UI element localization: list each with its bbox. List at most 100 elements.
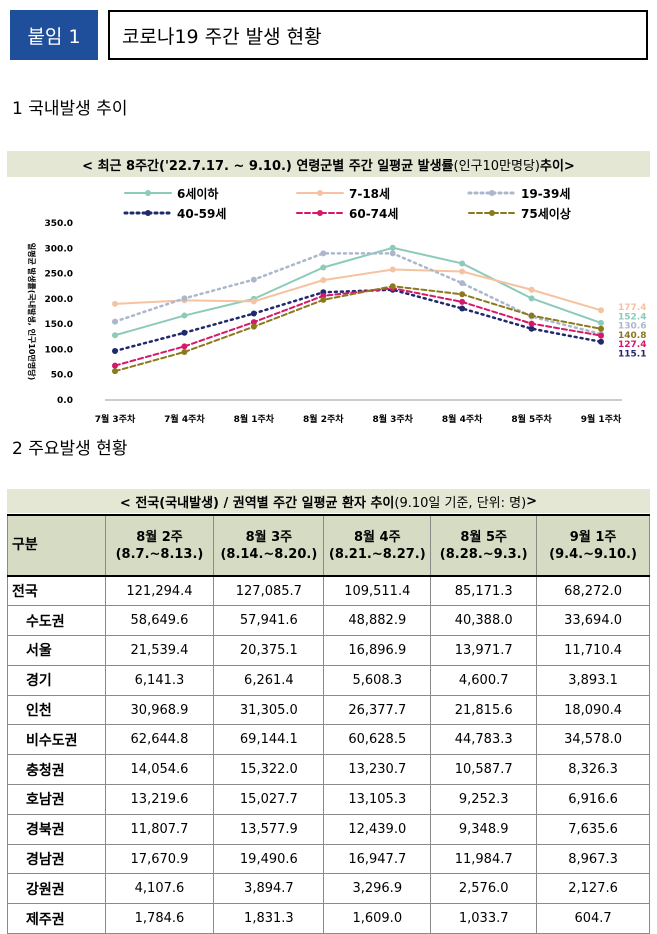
- cell-value: 13,105.3: [323, 784, 432, 815]
- cell-value: 7,635.6: [536, 813, 650, 845]
- y-tick-label: 0.0: [57, 396, 73, 406]
- legend-marker: [489, 190, 495, 196]
- legend-marker: [489, 210, 495, 216]
- y-axis-label: 일평균 발생률(국내발생, 인구10만명당): [27, 243, 37, 380]
- cell-value: 4,107.6: [104, 873, 215, 905]
- region-label: 경기: [7, 664, 106, 696]
- data-point: [320, 250, 327, 257]
- cell-value: 9,252.3: [430, 784, 538, 815]
- data-point: [459, 291, 466, 298]
- cell-value: 121,294.4: [104, 575, 215, 607]
- cell-value: 8,967.3: [536, 843, 650, 875]
- data-point: [112, 347, 118, 354]
- cell-value: 9,348.9: [430, 813, 538, 845]
- header-week-label: 8월 4주: [354, 529, 401, 545]
- table-row: 서울 21,539.4 20,375.1 16,896.9 13,971.7 11,710…: [7, 635, 650, 666]
- x-tick-label: 8월 3주차: [372, 413, 413, 425]
- cell-value: 6,916.6: [536, 784, 650, 815]
- data-point: [181, 312, 188, 319]
- data-point: [528, 320, 535, 327]
- cell-value: 15,027.7: [213, 784, 325, 815]
- data-point: [598, 332, 604, 339]
- data-point: [250, 319, 257, 326]
- cell-value: 1,033.7: [430, 903, 538, 934]
- cell-value: 6,141.3: [104, 664, 215, 696]
- legend-label: 7-18세: [349, 186, 390, 201]
- series-line-60-74세: [114, 287, 602, 367]
- cell-value: 15,322.0: [213, 754, 325, 786]
- series-line-6세이하: [114, 246, 602, 337]
- line-chart: 일평균 발생률(국내발생, 인구10만명당) 0.0 50.0 100.0 150.0 2…: [27, 186, 646, 425]
- data-point: [320, 264, 327, 271]
- cell-value: 11,807.7: [104, 813, 215, 845]
- table-row: 충청권 14,054.6 15,322.0 13,230.7 10,587.7 8,326…: [7, 754, 650, 786]
- data-point: [112, 318, 118, 325]
- header-week-range: (8.21.~8.27.): [328, 546, 426, 562]
- cell-value: 26,377.7: [323, 694, 432, 726]
- table-row: 비수도권 62,644.8 69,144.1 60,628.5 44,783.3 34,5…: [7, 724, 650, 756]
- end-value-label: 127.4: [618, 340, 646, 350]
- cell-value: 13,230.7: [323, 754, 432, 786]
- cell-value: 69,144.1: [213, 724, 325, 756]
- data-point: [389, 283, 396, 290]
- end-value-label: 177.4: [618, 303, 646, 313]
- data-point: [112, 332, 118, 339]
- header-week-range: (8.14.~8.20.): [220, 546, 318, 562]
- data-point: [320, 277, 327, 284]
- data-point: [250, 323, 257, 330]
- legend-label: 60-74세: [349, 206, 398, 221]
- table-header-row: 구분 8월 2주 (8.7.~8.13.) 8월 3주 (8.14.~8.20.) 8월…: [7, 514, 650, 577]
- cell-value: 19,490.6: [213, 843, 325, 875]
- table-row: 경기 6,141.3 6,261.4 5,608.3 4,600.7 3,893.1: [7, 664, 650, 696]
- cell-value: 1,784.6: [104, 903, 215, 934]
- y-tick-label: 250.0: [45, 270, 73, 280]
- cell-value: 16,896.9: [323, 635, 432, 666]
- chart-title-main: < 최근 8주간('22.7.17. ~ 9.10.) 연령군별 주간 일평균 …: [82, 158, 454, 174]
- data-point: [181, 343, 188, 350]
- regional-cases-table: 구분 8월 2주 (8.7.~8.13.) 8월 3주 (8.14.~8.20.) 8월…: [7, 514, 650, 934]
- region-label: 경남권: [7, 843, 106, 875]
- data-point: [459, 268, 466, 275]
- data-point: [528, 325, 535, 332]
- section-heading-major-outbreaks: 2 주요발생 현황: [12, 439, 128, 459]
- cell-value: 60,628.5: [323, 724, 432, 756]
- header-week-4: 8월 5주 (8.28.~9.3.): [430, 514, 538, 577]
- legend-marker: [145, 210, 151, 216]
- region-label: 수도권: [7, 605, 106, 637]
- table-row: 강원권 4,107.6 3,894.7 3,296.9 2,576.0 2,127.6: [7, 873, 650, 905]
- cell-value: 4,600.7: [430, 664, 538, 696]
- header-week-range: (9.4.~9.10.): [549, 546, 637, 562]
- data-point: [389, 244, 396, 251]
- chart-panel: < 최근 8주간('22.7.17. ~ 9.10.) 연령군별 주간 일평균 …: [7, 151, 650, 431]
- header-week-1: 8월 2주 (8.7.~8.13.): [104, 514, 215, 577]
- cell-value: 17,670.9: [104, 843, 215, 875]
- cell-value: 3,296.9: [323, 873, 432, 905]
- region-label: 전국: [7, 575, 106, 607]
- series-line-40-59세: [113, 288, 603, 353]
- header-week-range: (8.7.~8.13.): [115, 546, 204, 562]
- region-label: 경북권: [7, 813, 106, 845]
- cell-value: 20,375.1: [213, 635, 325, 666]
- series-line-7-18세: [114, 268, 602, 312]
- data-point: [250, 310, 257, 317]
- series-line-75세이상: [114, 285, 602, 373]
- x-tick-label: 8월 4주차: [442, 413, 483, 425]
- region-label: 강원권: [7, 873, 106, 905]
- header-week-range: (8.28.~9.3.): [439, 546, 528, 562]
- cell-value: 10,587.7: [430, 754, 538, 786]
- legend-label: 40-59세: [177, 206, 226, 221]
- data-point: [528, 312, 535, 319]
- legend-marker: [317, 210, 323, 216]
- cell-value: 2,576.0: [430, 873, 538, 905]
- y-tick-label: 150.0: [45, 320, 73, 330]
- header-region: 구분: [7, 514, 106, 577]
- header-week-label: 9월 1주: [569, 529, 617, 545]
- x-tick-label: 8월 5주차: [511, 413, 552, 425]
- attachment-badge: 붙임 1: [10, 10, 98, 60]
- data-point: [181, 329, 188, 336]
- legend-marker: [145, 190, 151, 196]
- data-point: [181, 295, 188, 302]
- cell-value: 21,815.6: [430, 694, 538, 726]
- cell-value: 40,388.0: [430, 605, 538, 637]
- cell-value: 33,694.0: [536, 605, 650, 637]
